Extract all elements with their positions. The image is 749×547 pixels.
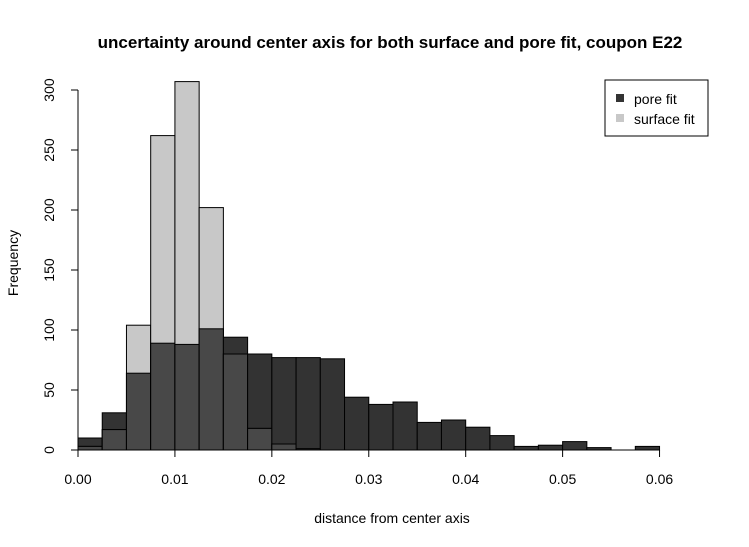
pore-fit-bar [319,358,346,451]
y-axis-label: Frequency [5,230,21,296]
pore-fit-bar [392,401,418,451]
x-tick-label: 0.04 [452,471,479,487]
bars-layer [77,81,661,451]
legend-swatch-surface-fit [616,114,624,122]
chart-title: uncertainty around center axis for both … [98,33,683,52]
y-tick-label: 300 [41,78,57,102]
legend-label-pore-fit: pore fit [634,91,677,107]
pore-fit-bar [513,445,539,451]
overlap-bar [247,427,273,451]
pore-fit-bar [295,357,321,451]
pore-fit-bar [368,403,394,451]
pore-fit-bar [344,396,370,451]
overlap-bar [198,328,224,451]
y-tick-label: 100 [41,318,57,342]
pore-fit-bar [465,426,491,451]
x-tick-label: 0.06 [646,471,673,487]
overlap-bar [77,445,103,451]
x-tick-label: 0.01 [161,471,188,487]
pore-fit-bar [489,435,515,451]
overlap-bar [271,443,297,451]
legend-label-surface-fit: surface fit [634,111,695,127]
overlap-bar [174,343,200,451]
y-axis: 0 50 100 150 200 250 300 [41,78,79,454]
axes: 0.00 0.01 0.02 0.03 0.04 0.05 0.06 0 50 100 150 20… [41,78,673,487]
pore-fit-bar [271,357,297,451]
overlap-bar [101,429,127,451]
y-tick-label: 150 [41,258,57,282]
legend-swatch-pore-fit [616,94,624,102]
pore-fit-bar [562,441,588,451]
overlap-bar [150,342,176,451]
x-tick-label: 0.02 [258,471,285,487]
y-tick-label: 50 [41,382,57,398]
x-tick-label: 0.00 [64,471,91,487]
x-axis-label: distance from center axis [314,510,470,526]
pore-fit-bar [440,419,467,451]
legend: pore fit surface fit [604,79,709,137]
y-tick-label: 250 [41,138,57,162]
x-axis: 0.00 0.01 0.02 0.03 0.04 0.05 0.06 [64,449,673,487]
overlap-bar [222,353,249,451]
y-tick-label: 0 [41,446,57,454]
legend-box [604,79,709,137]
x-tick-label: 0.05 [549,471,576,487]
pore-fit-bar [416,421,442,451]
overlap-bar [125,372,152,451]
pore-fit-bar [634,445,661,451]
x-tick-label: 0.03 [355,471,382,487]
y-tick-label: 200 [41,198,57,222]
pore-fit-bar [537,444,564,451]
